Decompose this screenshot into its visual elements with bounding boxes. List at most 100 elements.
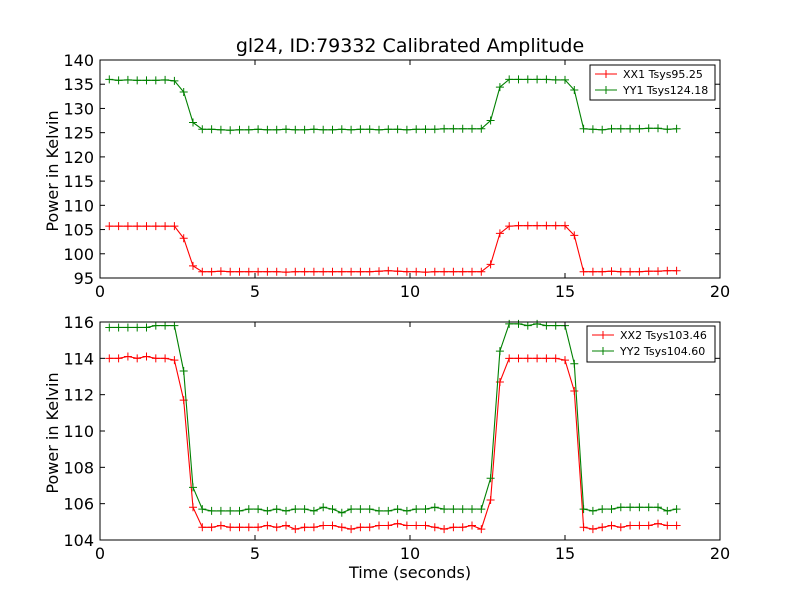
data-point — [402, 521, 411, 530]
data-point — [235, 523, 244, 532]
data-point — [495, 347, 504, 356]
data-point — [207, 267, 216, 276]
data-point — [207, 125, 216, 134]
data-point — [282, 125, 290, 134]
series-1 — [105, 221, 681, 277]
data-point — [514, 75, 523, 84]
data-point — [244, 523, 253, 532]
data-point — [347, 525, 356, 534]
data-point — [347, 125, 356, 134]
data-point — [365, 505, 374, 514]
data-point — [598, 267, 607, 276]
data-point — [216, 125, 225, 134]
y-tick-label: 120 — [63, 148, 94, 167]
x-tick-label: 0 — [95, 544, 105, 563]
data-point — [254, 523, 263, 532]
data-point — [319, 125, 328, 134]
data-point — [468, 267, 476, 276]
data-point — [272, 125, 281, 134]
x-tick-label: 15 — [555, 544, 575, 563]
data-point — [263, 506, 272, 515]
series-2 — [105, 75, 681, 135]
data-point — [505, 319, 514, 328]
data-point — [189, 503, 197, 512]
chart-title: gl24, ID:79332 Calibrated Amplitude — [236, 35, 584, 57]
series-2 — [105, 319, 681, 517]
data-point — [607, 267, 616, 276]
data-point — [495, 83, 504, 92]
data-point — [337, 508, 346, 517]
data-point — [570, 359, 579, 368]
data-point — [458, 505, 467, 514]
data-point — [579, 523, 588, 532]
y-tick-label: 140 — [63, 51, 94, 70]
data-point — [291, 125, 300, 134]
legend-item: XX1 Tsys95.25 — [595, 68, 703, 81]
data-point — [458, 267, 467, 276]
data-point — [468, 124, 476, 133]
data-point — [179, 87, 188, 96]
data-point — [282, 268, 290, 277]
data-point — [347, 267, 356, 276]
data-point — [133, 76, 142, 85]
data-point — [375, 506, 383, 515]
data-point — [663, 506, 672, 515]
data-point — [272, 523, 281, 532]
data-point — [151, 354, 160, 363]
data-point — [551, 354, 560, 363]
x-axis-label: Time (seconds) — [348, 563, 471, 582]
data-point — [672, 521, 681, 530]
data-point — [514, 319, 523, 328]
data-point — [226, 523, 235, 532]
data-point — [263, 125, 272, 134]
data-point — [300, 523, 309, 532]
data-point — [142, 222, 151, 231]
legend-box — [586, 325, 716, 363]
data-point — [161, 222, 170, 231]
data-point — [133, 222, 142, 231]
data-point — [644, 124, 653, 133]
legend-marker — [599, 331, 607, 339]
data-point — [114, 323, 123, 332]
data-point — [384, 266, 393, 275]
data-point — [170, 356, 179, 365]
data-point — [309, 125, 318, 134]
data-point — [542, 221, 551, 230]
data-point — [579, 505, 588, 514]
data-point — [300, 267, 309, 276]
data-point — [579, 124, 588, 133]
data-point — [375, 521, 383, 530]
data-point — [123, 222, 132, 231]
legend-item: XX2 Tsys103.46 — [592, 329, 707, 342]
data-point — [477, 124, 486, 133]
data-point — [161, 75, 170, 84]
legend-marker — [599, 347, 607, 355]
data-point — [477, 525, 486, 534]
data-point — [486, 260, 495, 269]
data-point — [328, 125, 337, 134]
data-point — [142, 323, 151, 332]
data-point — [421, 268, 430, 277]
data-point — [533, 75, 542, 84]
data-point — [393, 125, 402, 134]
data-point — [319, 267, 328, 276]
data-point — [644, 503, 653, 512]
data-point — [644, 267, 653, 276]
data-point — [523, 321, 532, 330]
data-point — [635, 503, 644, 512]
data-point — [598, 523, 607, 532]
data-point — [440, 267, 449, 276]
data-point — [523, 221, 532, 230]
legend-item: YY1 Tsys124.18 — [595, 84, 708, 97]
data-point — [616, 124, 625, 133]
data-point — [421, 125, 430, 134]
data-point — [356, 125, 365, 134]
data-point — [123, 352, 132, 361]
y-tick-label: 116 — [63, 313, 94, 332]
data-point — [635, 124, 644, 133]
data-point — [402, 506, 411, 515]
data-point — [430, 503, 439, 512]
y-tick-label: 100 — [63, 245, 94, 264]
data-point — [356, 267, 365, 276]
